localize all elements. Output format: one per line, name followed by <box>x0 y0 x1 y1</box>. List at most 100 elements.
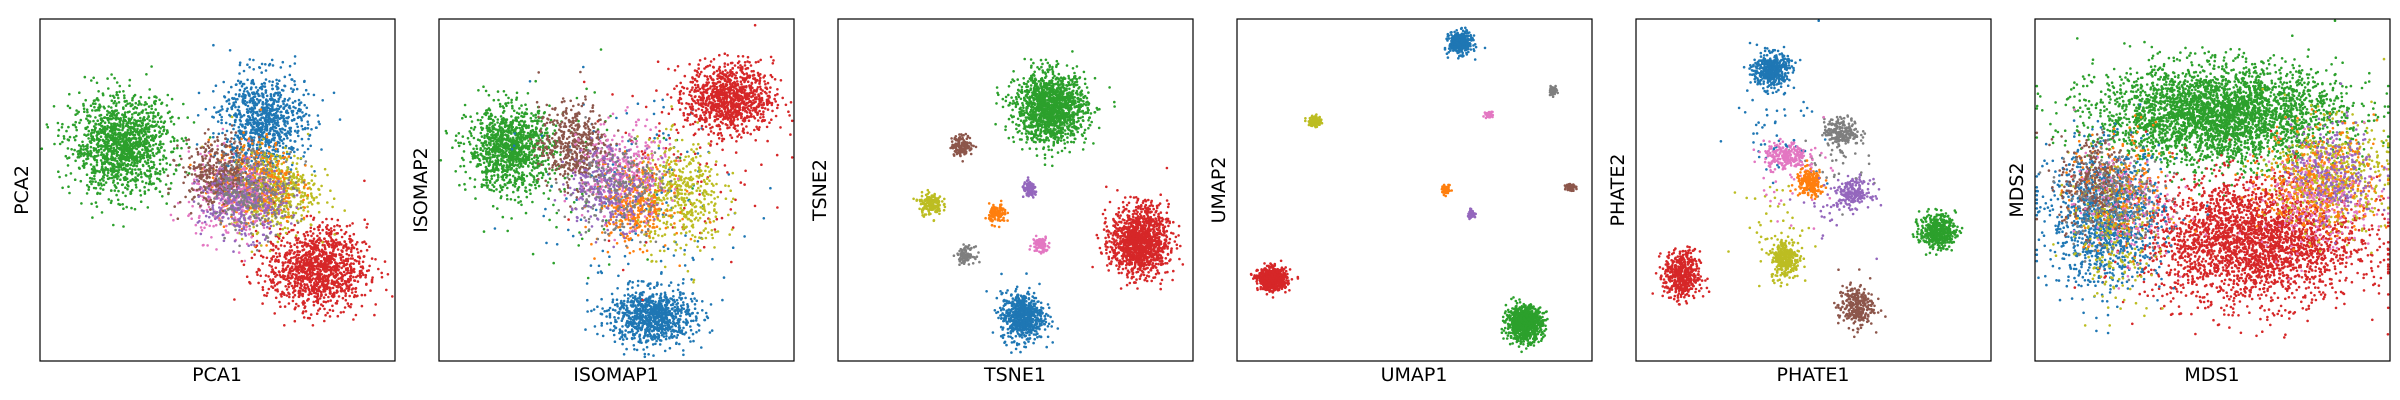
scatter-point <box>226 130 229 133</box>
scatter-point <box>179 155 182 158</box>
scatter-point <box>312 301 315 304</box>
scatter-point <box>116 94 119 97</box>
scatter-point <box>280 224 283 227</box>
scatter-point <box>301 191 304 194</box>
scatter-point <box>144 192 147 195</box>
scatter-point <box>347 302 350 305</box>
scatter-point <box>351 291 354 294</box>
scatter-point <box>123 136 126 139</box>
scatter-point <box>261 112 264 115</box>
scatter-point <box>253 253 256 256</box>
scatter-point <box>125 206 128 209</box>
scatter-point <box>333 244 336 247</box>
scatter-point <box>250 119 253 122</box>
scatter-point <box>198 183 201 186</box>
scatter-point <box>231 153 234 156</box>
scatter-point <box>336 291 339 294</box>
scatter-point <box>123 94 126 97</box>
scatter-point <box>96 131 99 134</box>
scatter-point <box>147 159 150 162</box>
scatter-point <box>329 299 332 302</box>
scatter-point <box>170 120 173 123</box>
scatter-point <box>363 255 366 258</box>
scatter-point <box>331 282 334 285</box>
scatter-point <box>159 173 162 176</box>
scatter-point <box>300 200 303 203</box>
scatter-point <box>121 162 124 165</box>
scatter-point <box>324 270 327 273</box>
scatter-point <box>61 126 64 129</box>
scatter-point <box>287 286 290 289</box>
scatter-point <box>202 244 205 247</box>
scatter-point <box>268 80 271 83</box>
scatter-point <box>73 124 76 127</box>
scatter-point <box>65 174 68 177</box>
scatter-point <box>263 226 266 229</box>
scatter-point <box>250 154 253 157</box>
scatter-point <box>145 73 148 76</box>
scatter-point <box>122 207 125 210</box>
scatter-point <box>348 286 351 289</box>
scatter-point <box>100 135 103 138</box>
scatter-point <box>360 275 363 278</box>
scatter-point <box>162 130 165 133</box>
scatter-point <box>349 306 352 309</box>
scatter-point <box>266 292 269 295</box>
scatter-point <box>244 133 247 136</box>
scatter-point <box>84 76 87 79</box>
scatter-point <box>199 153 202 156</box>
scatter-point <box>209 150 212 153</box>
scatter-point <box>258 136 261 139</box>
scatter-point <box>111 110 114 113</box>
scatter-point <box>206 244 209 247</box>
scatter-point <box>126 173 129 176</box>
scatter-point <box>313 217 316 220</box>
scatter-point <box>285 173 288 176</box>
scatter-point <box>249 132 252 135</box>
scatter-point <box>272 134 275 137</box>
scatter-point <box>284 147 287 150</box>
scatter-point <box>292 101 295 104</box>
scatter-point <box>98 114 101 117</box>
scatter-point <box>272 123 275 126</box>
scatter-point <box>364 294 367 297</box>
scatter-point <box>277 162 280 165</box>
scatter-point <box>72 153 75 156</box>
scatter-point <box>203 227 206 230</box>
scatter-point <box>210 188 213 191</box>
scatter-point <box>133 123 136 126</box>
scatter-point <box>279 233 282 236</box>
scatter-point <box>148 165 151 168</box>
scatter-point <box>142 135 145 138</box>
scatter-point <box>269 108 272 111</box>
scatter-point <box>113 175 116 178</box>
scatter-point <box>323 244 326 247</box>
scatter-point <box>148 105 151 108</box>
scatter-point <box>103 142 106 145</box>
scatter-point <box>115 194 118 197</box>
scatter-point <box>171 116 174 119</box>
scatter-point <box>316 271 319 274</box>
scatter-point <box>150 175 153 178</box>
scatter-point <box>254 107 257 110</box>
scatter-point <box>148 183 151 186</box>
scatter-point <box>235 93 238 96</box>
scatter-point <box>284 156 287 159</box>
scatter-point <box>304 284 307 287</box>
scatter-point <box>294 285 297 288</box>
scatter-point <box>354 259 357 262</box>
scatter-point <box>186 116 189 119</box>
scatter-point <box>151 182 154 185</box>
scatter-point <box>309 201 312 204</box>
scatter-point <box>251 139 254 142</box>
scatter-point <box>122 168 125 171</box>
scatter-point <box>131 173 134 176</box>
scatter-point <box>340 256 343 259</box>
scatter-point <box>88 122 91 125</box>
scatter-point <box>355 276 358 279</box>
scatter-point <box>277 150 280 153</box>
scatter-point <box>265 124 268 127</box>
scatter-point <box>279 305 282 308</box>
scatter-point <box>232 97 235 100</box>
scatter-point <box>149 180 152 183</box>
